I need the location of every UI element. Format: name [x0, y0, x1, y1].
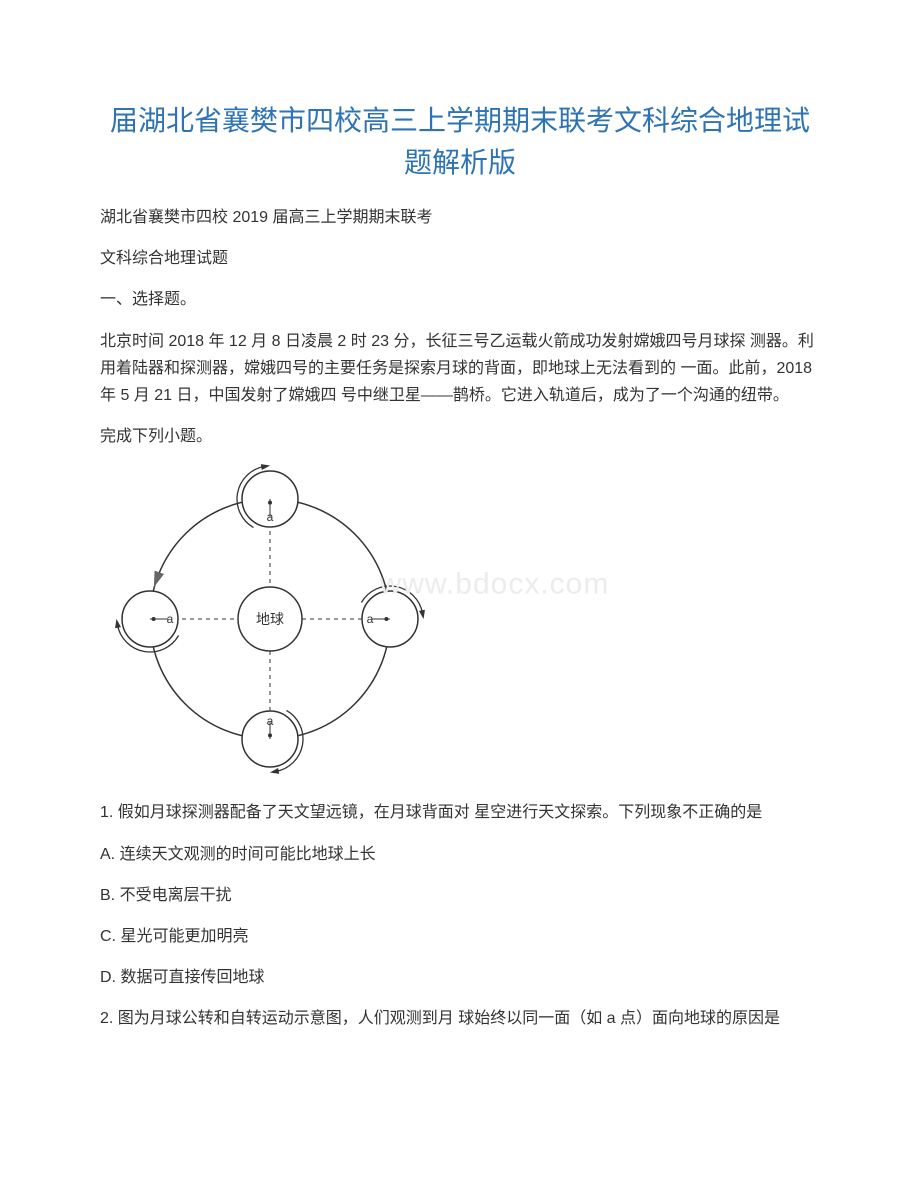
svg-text:a: a — [367, 612, 374, 626]
question-2: 2. 图为月球公转和自转运动示意图，人们观测到月 球始终以同一面（如 a 点）面… — [100, 1005, 820, 1032]
paragraph-source: 湖北省襄樊市四校 2019 届高三上学期期末联考 — [100, 204, 820, 231]
option-a: A. 连续天文观测的时间可能比地球上长 — [100, 841, 820, 868]
paragraph-instruction: 完成下列小题。 — [100, 423, 820, 450]
svg-text:地球: 地球 — [256, 611, 284, 627]
option-c: C. 星光可能更加明亮 — [100, 923, 820, 950]
document-title: 届湖北省襄樊市四校高三上学期期末联考文科综合地理试题解析版 — [100, 100, 820, 184]
option-b: B. 不受电离层干扰 — [100, 882, 820, 909]
paragraph-context: 北京时间 2018 年 12 月 8 日凌晨 2 时 23 分，长征三号乙运载火… — [100, 328, 820, 410]
option-d: D. 数据可直接传回地球 — [100, 964, 820, 991]
svg-text:a: a — [267, 510, 274, 524]
orbit-svg: 地球 a a a a — [100, 464, 440, 774]
svg-text:a: a — [267, 714, 274, 728]
moon-orbit-diagram: www.bdocx.com 地球aaaa — [100, 464, 820, 779]
question-1: 1. 假如月球探测器配备了天文望远镜，在月球背面对 星空进行天文探索。下列现象不… — [100, 799, 820, 826]
section-heading: 一、选择题。 — [100, 286, 820, 313]
paragraph-subject: 文科综合地理试题 — [100, 245, 820, 272]
svg-text:a: a — [167, 612, 174, 626]
